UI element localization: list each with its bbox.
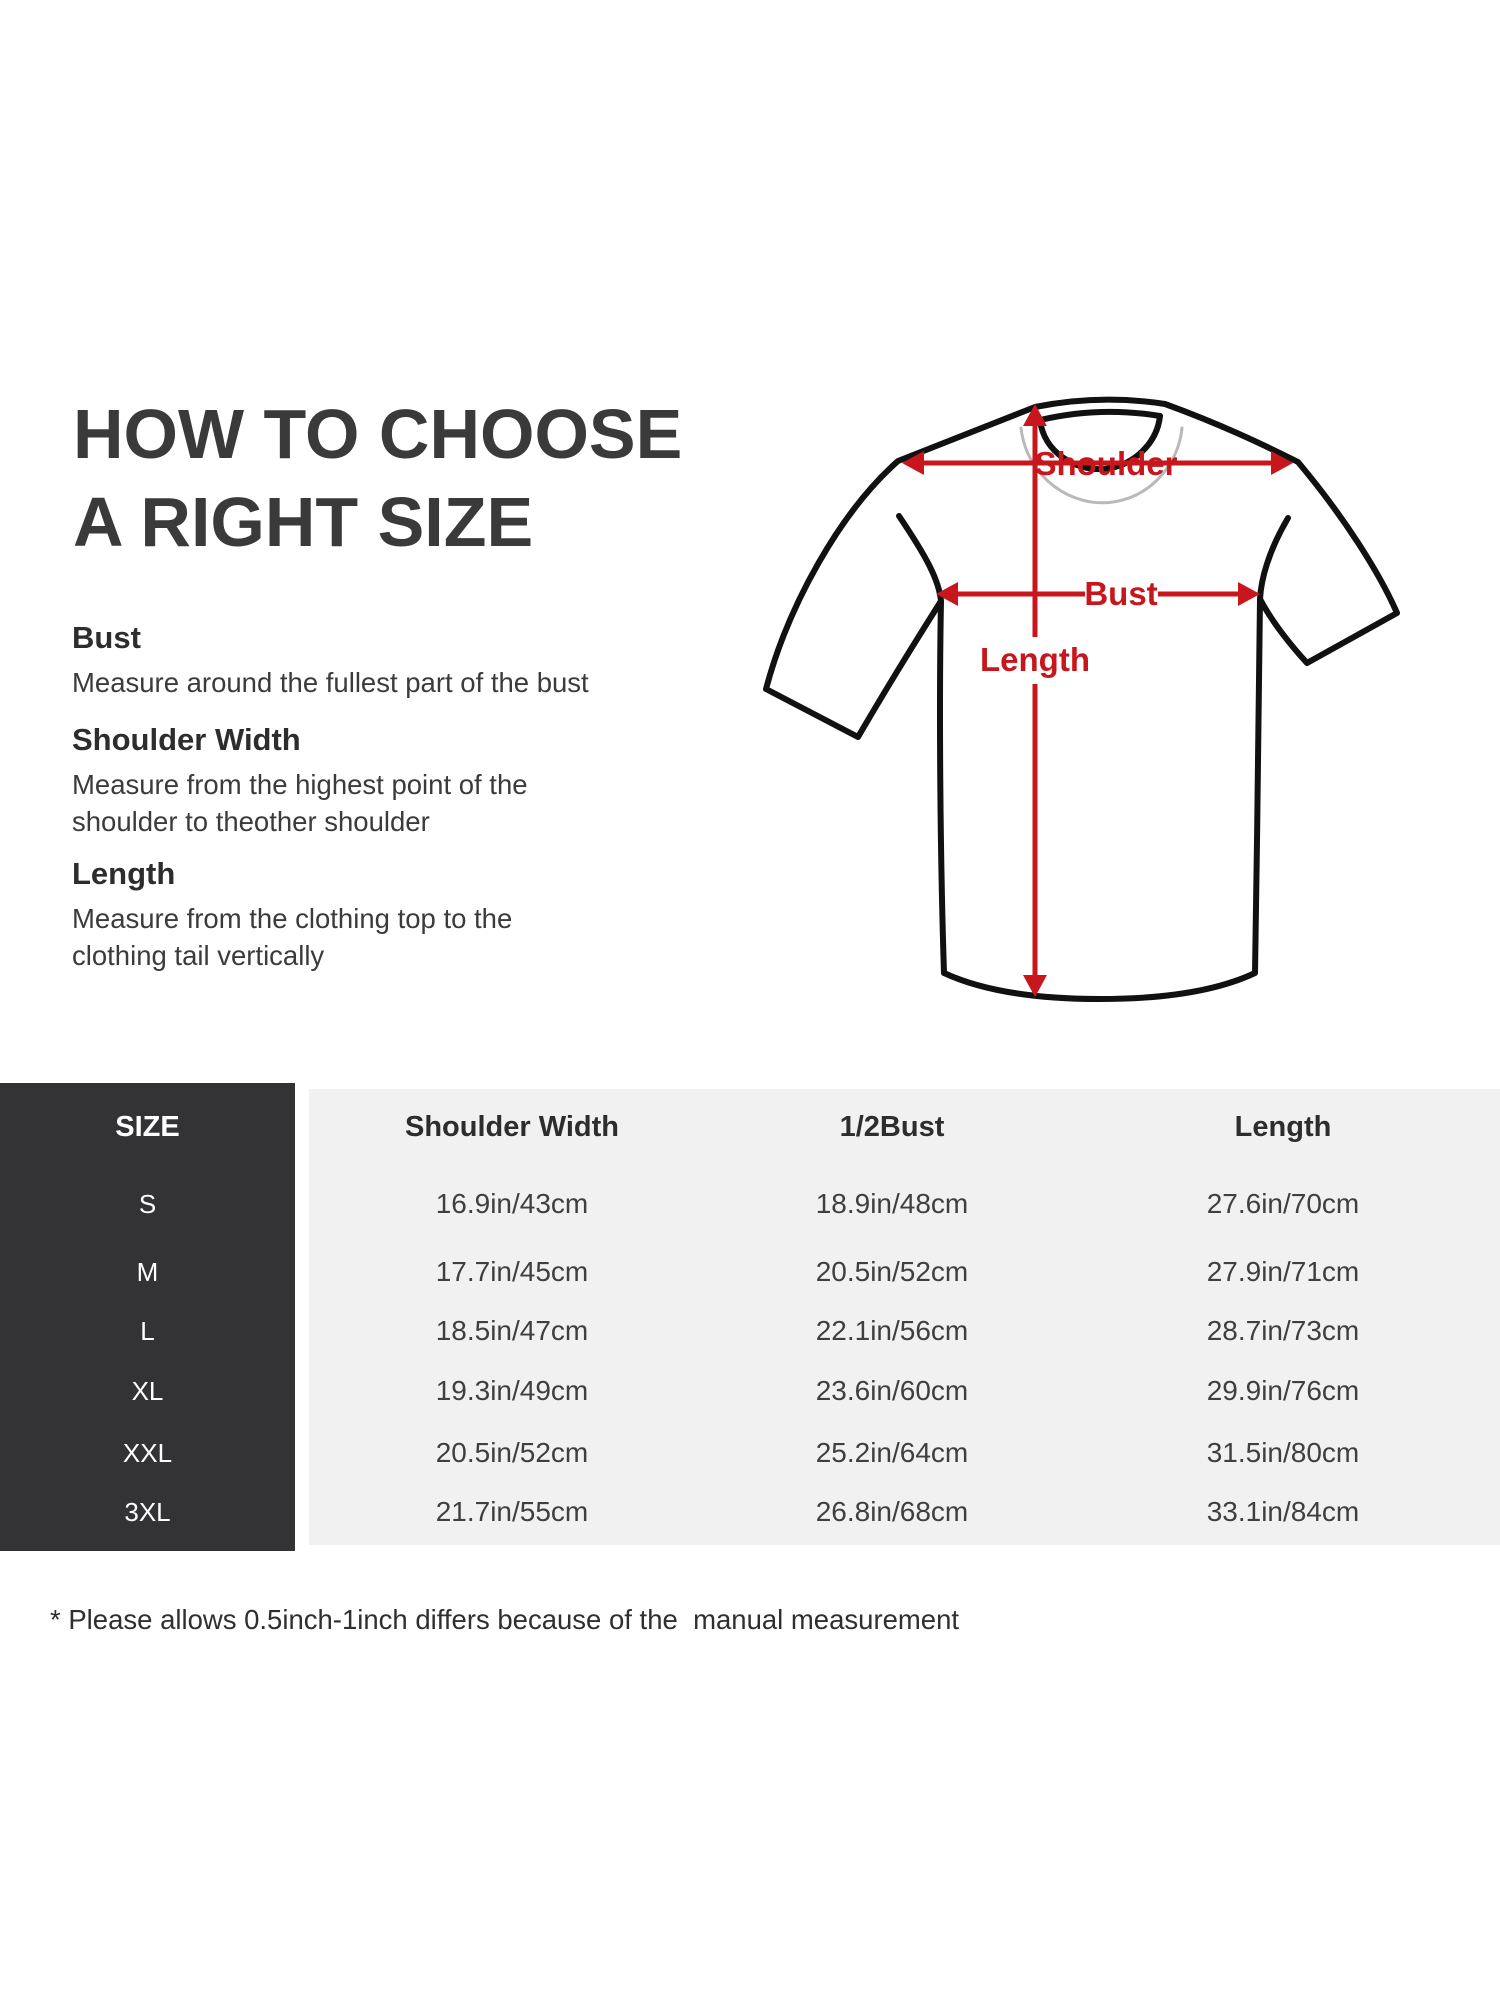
measurement-disclaimer: * Please allows 0.5inch-1inch differs be…: [50, 1604, 960, 1635]
half-bust-cell: 26.8in/68cm: [815, 1496, 969, 1527]
length-cell: 31.5in/80cm: [1206, 1437, 1360, 1468]
half-bust-cell: 23.6in/60cm: [815, 1375, 969, 1406]
shoulder-arrowhead-right: [1271, 451, 1293, 475]
size-table-header-row: SIZE Shoulder Width 1/2Bust Length: [0, 1109, 1500, 1145]
length-label: Length: [980, 641, 1090, 678]
size-cell: M: [136, 1257, 159, 1287]
length-cell: 28.7in/73cm: [1206, 1315, 1360, 1346]
table-row-s: S 16.9in/43cm 18.9in/48cm 27.6in/70cm: [0, 1186, 1500, 1222]
length-cell: 33.1in/84cm: [1206, 1496, 1360, 1527]
table-row-l: L 18.5in/47cm 22.1in/56cm 28.7in/73cm: [0, 1313, 1500, 1349]
instruction-shoulder-width: Shoulder Width Measure from the highest …: [72, 722, 528, 840]
right-armhole-seam: [1257, 515, 1291, 602]
shoulder-width-cell: 21.7in/55cm: [435, 1496, 589, 1527]
instruction-length-text-line2: clothing tail vertically: [72, 940, 325, 971]
bust-arrowhead-right: [1238, 582, 1260, 606]
table-row-xl: XL 19.3in/49cm 23.6in/60cm 29.9in/76cm: [0, 1373, 1500, 1409]
bust-arrowhead-left: [936, 582, 958, 606]
collar-inner-curve: [1037, 413, 1163, 473]
tshirt-outline: [763, 396, 1400, 1002]
collar-band: [1037, 408, 1163, 423]
size-cell: L: [140, 1316, 155, 1346]
size-cell: XL: [131, 1376, 164, 1406]
instruction-bust: Bust Measure around the fullest part of …: [72, 620, 589, 701]
size-cell: XXL: [122, 1438, 173, 1468]
instruction-length-text-line1: Measure from the clothing top to the: [72, 903, 513, 934]
half-bust-cell: 18.9in/48cm: [815, 1188, 969, 1219]
shoulder-label: Shoulder: [1034, 445, 1177, 482]
shoulder-width-cell: 17.7in/45cm: [435, 1256, 589, 1287]
table-row-3xl: 3XL 21.7in/55cm 26.8in/68cm 33.1in/84cm: [0, 1494, 1500, 1530]
shoulder-width-cell: 16.9in/43cm: [435, 1188, 589, 1219]
header-size: SIZE: [115, 1111, 180, 1143]
header-shoulder-width: Shoulder Width: [405, 1111, 619, 1143]
table-row-m: M 17.7in/45cm 20.5in/52cm 27.9in/71cm: [0, 1254, 1500, 1290]
instruction-length: Length Measure from the clothing top to …: [72, 856, 512, 974]
length-cell: 27.9in/71cm: [1206, 1256, 1360, 1287]
shoulder-width-cell: 18.5in/47cm: [435, 1315, 589, 1346]
half-bust-cell: 25.2in/64cm: [815, 1437, 969, 1468]
instruction-bust-text: Measure around the fullest part of the b…: [72, 667, 589, 698]
header-length: Length: [1234, 1111, 1332, 1143]
instruction-shoulder-text-line2: shoulder to theother shoulder: [72, 806, 430, 837]
length-cell: 27.6in/70cm: [1206, 1188, 1360, 1219]
instruction-shoulder-heading: Shoulder Width: [72, 722, 301, 757]
shoulder-arrowhead-left: [902, 451, 924, 475]
shoulder-width-cell: 19.3in/49cm: [435, 1375, 589, 1406]
bust-label: Bust: [1084, 575, 1157, 612]
shoulder-width-cell: 20.5in/52cm: [435, 1437, 589, 1468]
instruction-shoulder-text-line1: Measure from the highest point of the: [72, 769, 528, 800]
size-table-size-column-background: [0, 1083, 295, 1551]
length-arrowhead-top: [1023, 404, 1047, 426]
length-cell: 29.9in/76cm: [1206, 1375, 1360, 1406]
instruction-length-heading: Length: [72, 856, 176, 891]
page-title-line2: A RIGHT SIZE: [73, 483, 534, 561]
size-cell: 3XL: [124, 1497, 171, 1527]
length-arrowhead-bottom: [1023, 975, 1047, 997]
page-title-line1: HOW TO CHOOSE: [73, 395, 683, 473]
page-title: HOW TO CHOOSE A RIGHT SIZE: [73, 390, 682, 566]
instruction-bust-heading: Bust: [72, 620, 141, 655]
half-bust-cell: 22.1in/56cm: [815, 1315, 969, 1346]
half-bust-cell: 20.5in/52cm: [815, 1256, 969, 1287]
size-cell: S: [138, 1189, 157, 1219]
header-half-bust: 1/2Bust: [839, 1111, 945, 1143]
table-row-xxl: XXL 20.5in/52cm 25.2in/64cm 31.5in/80cm: [0, 1435, 1500, 1471]
size-table-values-background: [309, 1089, 1500, 1545]
